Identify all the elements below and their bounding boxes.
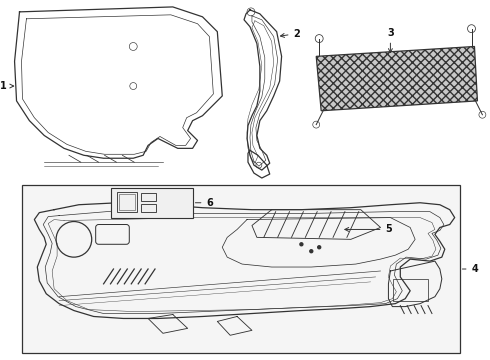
Text: 3: 3 <box>387 28 394 53</box>
Bar <box>141 193 156 201</box>
Circle shape <box>318 246 320 249</box>
Text: 6: 6 <box>196 198 213 208</box>
Bar <box>393 279 428 301</box>
Bar <box>23 185 460 353</box>
Text: 4: 4 <box>463 264 478 274</box>
Text: 2: 2 <box>280 29 300 39</box>
Circle shape <box>310 250 313 253</box>
Bar <box>118 192 137 212</box>
Circle shape <box>300 243 303 246</box>
Bar <box>120 194 135 210</box>
Text: 5: 5 <box>345 224 392 234</box>
Bar <box>112 188 193 217</box>
Bar <box>141 204 156 212</box>
Polygon shape <box>316 46 477 111</box>
Text: 1: 1 <box>0 81 14 91</box>
